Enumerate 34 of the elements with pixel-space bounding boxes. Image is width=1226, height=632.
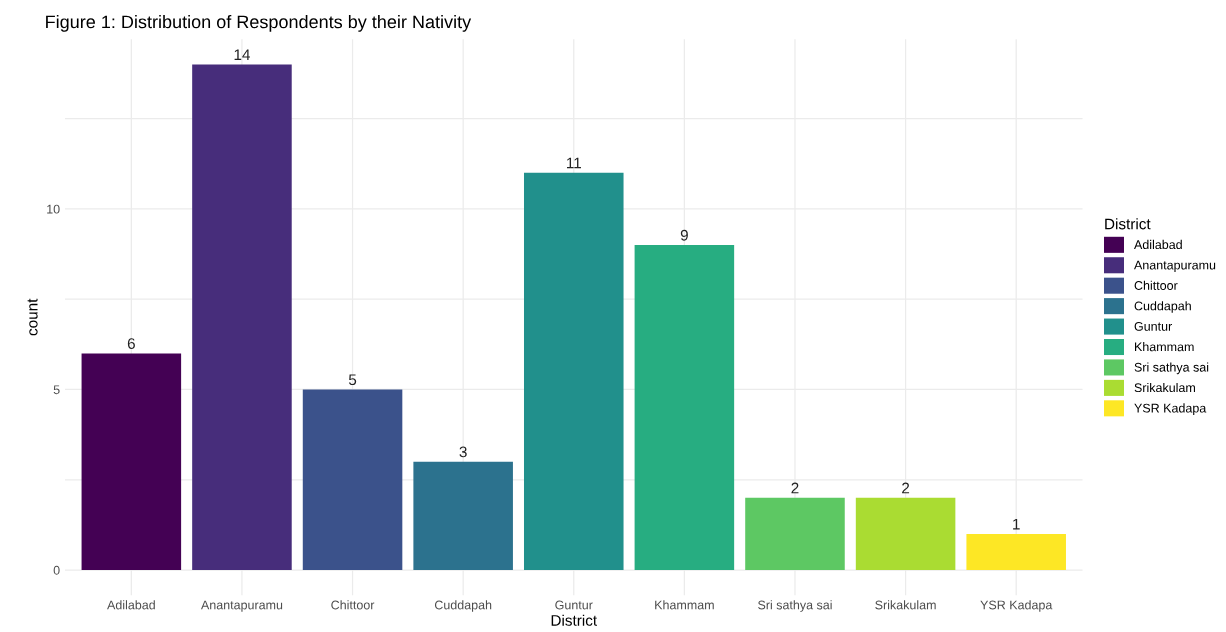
x-tick-label: Srikakulam [875,600,936,610]
legend-label: Adilabad [1134,239,1182,250]
data-label: 5 [348,374,357,386]
x-tick-label: Adilabad [107,600,155,610]
x-axis-title: District [551,614,597,626]
legend-label: Srikakulam [1134,382,1195,393]
legend-label: Sri sathya sai [1134,362,1209,375]
y-axis-title: count [27,298,38,336]
data-label: 14 [234,49,250,60]
x-tick-label: Guntur [555,600,593,610]
legend-title: District [1105,218,1151,230]
legend-label: Chittoor [1134,280,1178,290]
legend-label: YSR Kadapa [1134,403,1207,416]
legend-label: Anantapuramu [1134,260,1216,272]
data-label: 6 [127,338,135,349]
x-tick-label: Cuddapah [434,600,492,612]
x-tick-label: Sri sathya sai [758,600,832,612]
data-label: 1 [1013,518,1020,530]
data-label: 2 [902,482,910,494]
y-tick-label: 0 [53,565,60,575]
y-tick-label: 10 [47,204,60,214]
x-tick-label: Anantapuramu [200,600,283,612]
chart-title: Figure 1: Distribution of Respondents by their Nativity [46,14,472,32]
data-label: 9 [680,229,688,241]
legend-label: Cuddapah [1134,301,1191,313]
y-tick-label: 5 [53,385,60,395]
x-tick-label: Chittoor [331,600,375,610]
x-tick-label: Khammam [655,600,714,610]
x-tick-label: YSR Kadapa [980,600,1053,612]
legend-label: Khammam [1135,342,1194,352]
data-label: 2 [791,482,799,494]
legend-label: Guntur [1134,321,1172,331]
data-label: 11 [567,157,581,169]
data-label: 3 [459,446,467,458]
